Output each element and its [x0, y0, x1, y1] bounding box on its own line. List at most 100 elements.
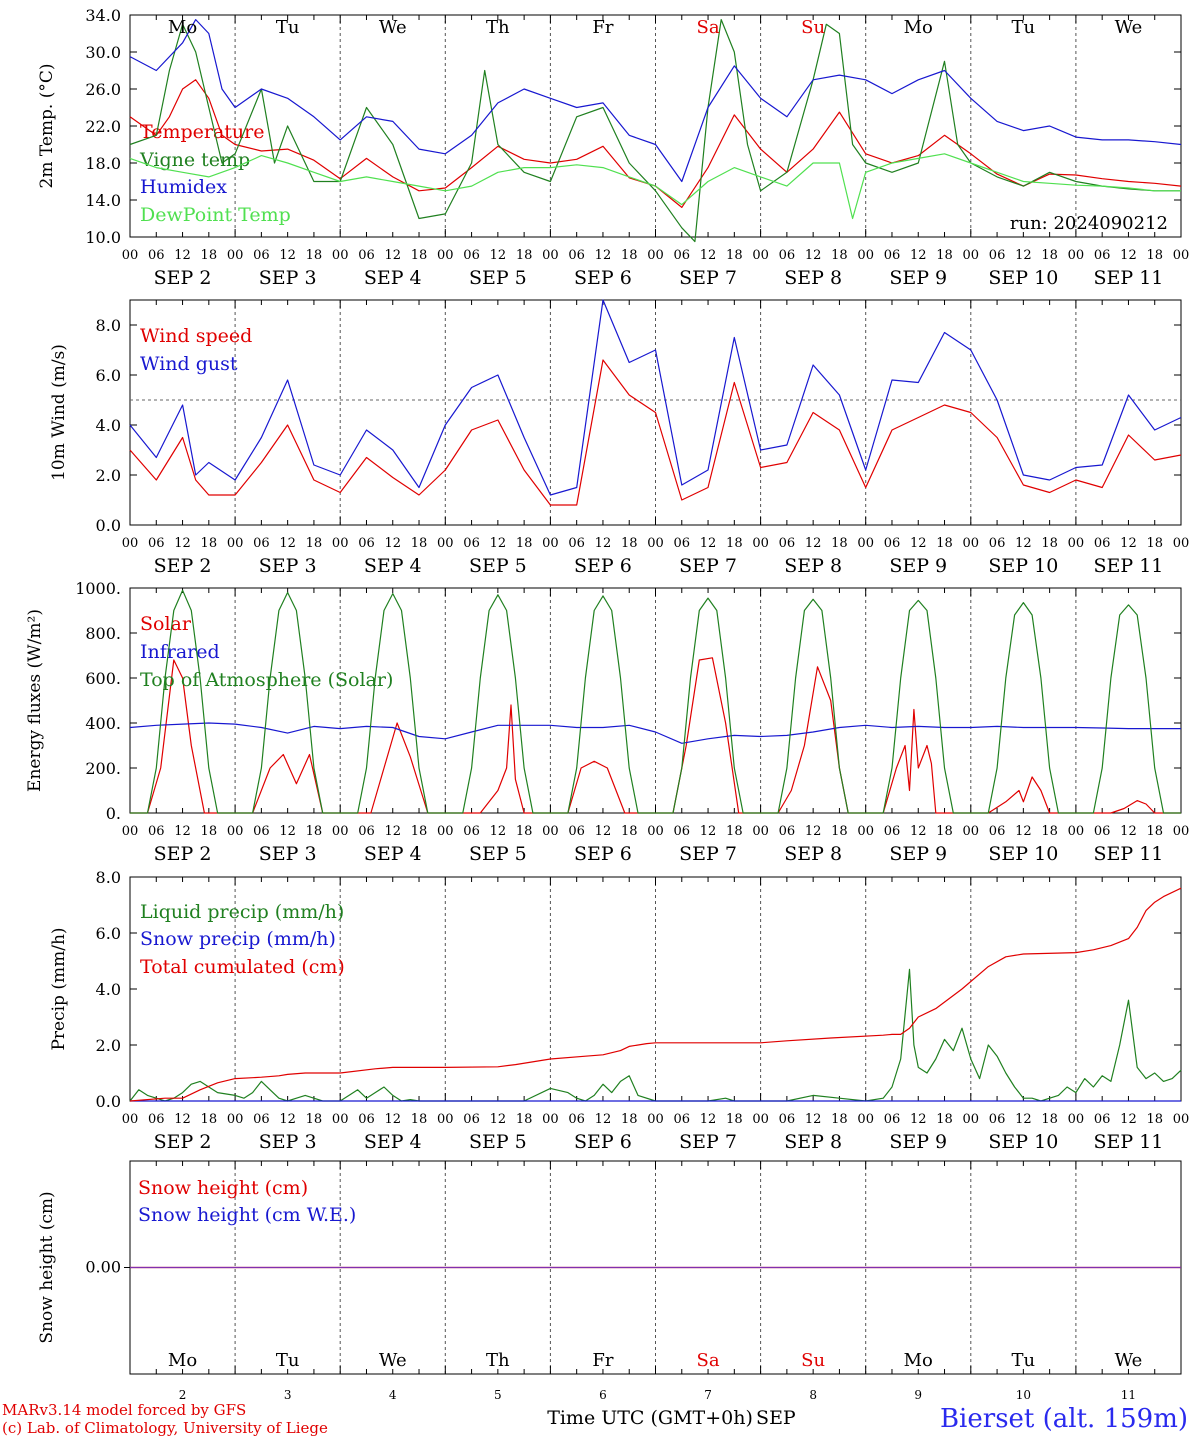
hour-tick-label: 06 — [358, 536, 375, 551]
day-label: Tu — [1012, 1350, 1036, 1371]
hour-tick-label: 18 — [306, 248, 323, 263]
hour-tick-label: 12 — [1120, 1112, 1137, 1127]
day-number-label: 10 — [1016, 1388, 1031, 1402]
hour-tick-label: 06 — [568, 824, 585, 839]
day-label: Tu — [276, 1350, 300, 1371]
hour-tick-label: 06 — [884, 824, 901, 839]
day-label: Fr — [592, 17, 613, 38]
date-label: SEP 8 — [784, 555, 842, 577]
y-axis-title: 2m Temp. (°C) — [37, 63, 57, 188]
day-number-label: 2 — [179, 1388, 187, 1402]
series-line-humidex — [129, 19, 1182, 183]
day-number-label: 7 — [704, 1388, 712, 1402]
y-axis-title: 10m Wind (m/s) — [49, 344, 69, 481]
y-tick-label: 30.0 — [85, 43, 121, 62]
y-tick-label: 22.0 — [85, 117, 121, 136]
hour-tick-label: 00 — [752, 248, 769, 263]
hour-tick-label: 00 — [227, 824, 244, 839]
day-label: Mo — [168, 1350, 197, 1371]
day-label: Th — [486, 1350, 510, 1371]
hour-tick-label: 12 — [384, 248, 401, 263]
series-line-top-of-atmosphere-solar- — [130, 589, 1181, 814]
hour-tick-label: 12 — [910, 536, 927, 551]
day-label: We — [1115, 1350, 1143, 1371]
hour-tick-label: 00 — [332, 536, 349, 551]
day-number-label: 9 — [914, 1388, 922, 1402]
y-tick-label: 2.0 — [96, 1036, 121, 1055]
panel-frame — [129, 587, 1182, 814]
day-number-label: 4 — [389, 1388, 397, 1402]
legend-entry: DewPoint Temp — [140, 204, 291, 226]
hour-tick-label: 12 — [384, 824, 401, 839]
hour-tick-label: 06 — [989, 1112, 1006, 1127]
hour-tick-label: 00 — [227, 536, 244, 551]
hour-tick-label: 18 — [306, 536, 323, 551]
hour-tick-label: 06 — [253, 1112, 270, 1127]
date-label: SEP 8 — [784, 267, 842, 289]
station-name: Bierset (alt. 159m) — [939, 1404, 1188, 1434]
hour-tick-label: 18 — [516, 248, 533, 263]
date-label: SEP 9 — [889, 1131, 947, 1153]
y-tick-label: 6.0 — [96, 924, 121, 943]
date-label: SEP 4 — [364, 1131, 422, 1153]
hour-tick-label: 00 — [437, 824, 454, 839]
hour-tick-label: 00 — [332, 248, 349, 263]
hour-tick-label: 06 — [1094, 536, 1111, 551]
hour-tick-label: 12 — [1015, 824, 1032, 839]
hour-tick-label: 06 — [568, 536, 585, 551]
date-label: SEP 10 — [988, 1131, 1058, 1153]
date-label: SEP 3 — [259, 555, 317, 577]
hour-tick-label: 12 — [490, 824, 507, 839]
date-label: SEP 8 — [784, 1131, 842, 1153]
hour-tick-label: 00 — [752, 824, 769, 839]
hour-tick-label: 18 — [1041, 248, 1058, 263]
hour-tick-label: 18 — [1146, 824, 1163, 839]
hour-tick-label: 06 — [779, 1112, 796, 1127]
day-label: Mo — [904, 17, 933, 38]
y-tick-label: 2.0 — [96, 466, 121, 485]
series-line-dewpoint-temp — [129, 153, 1181, 220]
y-tick-label: 6.0 — [96, 366, 121, 385]
day-label: Sa — [697, 17, 720, 38]
date-label: SEP 11 — [1094, 1131, 1164, 1153]
hour-tick-label: 12 — [595, 1112, 612, 1127]
y-axis-title: Snow height (cm) — [37, 1191, 57, 1343]
legend-entry: Liquid precip (mm/h) — [140, 901, 344, 923]
y-axis-title: Precip (mm/h) — [49, 927, 69, 1050]
date-label: SEP 7 — [679, 555, 737, 577]
hour-tick-label: 00 — [122, 248, 139, 263]
date-label: SEP 2 — [154, 843, 212, 865]
hour-tick-label: 06 — [253, 536, 270, 551]
day-number-label: 11 — [1121, 1388, 1136, 1402]
date-label: SEP 6 — [574, 843, 632, 865]
hour-tick-label: 18 — [831, 248, 848, 263]
hour-tick-label: 06 — [463, 536, 480, 551]
hour-tick-label: 06 — [568, 248, 585, 263]
hour-tick-label: 18 — [306, 1112, 323, 1127]
date-label: SEP 3 — [259, 843, 317, 865]
hour-tick-label: 00 — [542, 536, 559, 551]
date-label: SEP 6 — [574, 267, 632, 289]
hour-tick-label: 00 — [1068, 248, 1085, 263]
day-label: Tu — [1012, 17, 1036, 38]
date-label: SEP 9 — [889, 555, 947, 577]
day-label: Tu — [276, 17, 300, 38]
hour-tick-label: 00 — [437, 248, 454, 263]
hour-tick-label: 06 — [568, 1112, 585, 1127]
y-tick-label: 600. — [85, 669, 121, 688]
hour-tick-label: 18 — [621, 824, 638, 839]
hour-tick-label: 18 — [411, 1112, 428, 1127]
date-label: SEP 2 — [154, 1131, 212, 1153]
hour-tick-label: 18 — [411, 248, 428, 263]
hour-tick-label: 00 — [752, 1112, 769, 1127]
legend-entry: Solar — [140, 613, 192, 635]
hour-tick-label: 12 — [174, 1112, 191, 1127]
day-label: We — [379, 1350, 407, 1371]
hour-tick-label: 06 — [884, 536, 901, 551]
hour-tick-label: 00 — [647, 248, 664, 263]
hour-tick-label: 06 — [358, 824, 375, 839]
hour-tick-label: 06 — [463, 248, 480, 263]
hour-tick-label: 12 — [174, 536, 191, 551]
hour-tick-label: 00 — [1068, 1112, 1085, 1127]
date-label: SEP 9 — [889, 843, 947, 865]
